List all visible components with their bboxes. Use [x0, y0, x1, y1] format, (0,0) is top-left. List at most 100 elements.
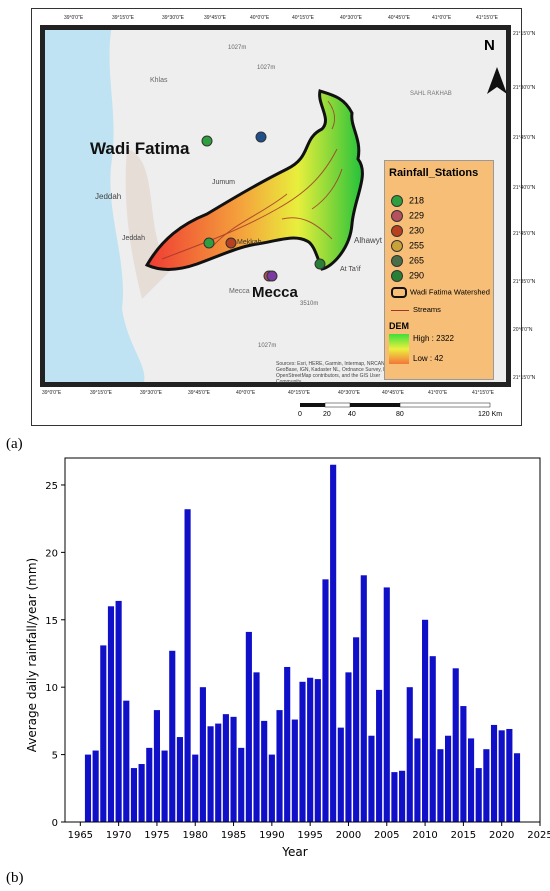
streams: [161, 100, 343, 260]
bar-2008: [406, 687, 413, 822]
bar-1973: [138, 764, 145, 822]
legend-streams: Streams: [391, 305, 441, 314]
bottom-tick: 40°45'0"E: [382, 390, 404, 396]
legend-station-218: 218: [391, 195, 424, 207]
legend-station-255: 255: [391, 240, 424, 252]
north-arrow-icon: [487, 67, 507, 94]
x-tick-label: 2015: [451, 830, 476, 841]
bar-1976: [161, 750, 168, 822]
bar-1970: [115, 600, 122, 822]
y-tick-label: 15: [45, 616, 58, 627]
x-tick-label: 1975: [144, 830, 169, 841]
bottom-tick: 39°45'0"E: [188, 390, 210, 396]
watershed-swatch-icon: [391, 287, 407, 298]
bar-2007: [399, 770, 406, 822]
bar-1997: [322, 579, 329, 822]
x-tick-label: 2025: [527, 830, 550, 841]
panel-b-label: (b): [6, 870, 24, 886]
scale-bar: [300, 402, 491, 408]
legend-station-290: 290: [391, 270, 424, 282]
legend-dem-title: DEM: [389, 321, 409, 331]
right-tick: 21°30'0"N: [513, 85, 536, 91]
bar-1981: [199, 687, 206, 822]
place-khlas: Khlas: [150, 77, 168, 84]
station-dot-icon: [391, 225, 403, 237]
top-tick: 39°45'0"E: [204, 15, 226, 21]
bar-1996: [314, 679, 321, 822]
y-axis-label: Average daily rainfall/year (mm): [25, 558, 39, 753]
bar-2013: [445, 735, 452, 822]
axes-group: 1965 1970 1975 1980 1985 1990 1995 2000 2005 2010…: [45, 457, 550, 841]
bar-1975: [153, 710, 160, 822]
top-tick: 39°15'0"E: [112, 15, 134, 21]
x-tick-label: 1985: [221, 830, 246, 841]
bar-1977: [169, 650, 176, 822]
place-sahl-rakhab: SAHL RAKHAB: [410, 91, 452, 97]
scale-label: 40: [348, 411, 356, 418]
bar-2016: [467, 738, 475, 822]
bar-2011: [429, 656, 436, 822]
plot-frame: [64, 457, 541, 823]
mecca-title: Mecca: [252, 284, 298, 301]
station-218: [201, 135, 213, 147]
stream-line-icon: [391, 309, 409, 311]
bottom-tick: 40°0'0"E: [236, 390, 256, 396]
bar-1987: [245, 631, 252, 822]
bar-1998: [330, 464, 337, 822]
bar-2012: [437, 749, 444, 822]
bar-1984: [222, 714, 229, 822]
bar-2001: [353, 637, 360, 822]
bar-2015: [460, 706, 467, 822]
bar-1979: [184, 509, 191, 822]
red-sea: [40, 25, 145, 387]
bar-2005: [383, 587, 390, 822]
elev-2: 1027m: [257, 65, 276, 71]
scale-label: 0: [298, 411, 302, 418]
right-tick: 21°45'0"N: [513, 135, 536, 141]
bar-2018: [483, 749, 490, 822]
station-melo: [255, 131, 267, 143]
x-tick-label: 1995: [297, 830, 322, 841]
bar-1993: [291, 719, 298, 822]
top-tick: 41°0'0"E: [432, 15, 452, 21]
right-coord-ticks: 21°15'0"N 21°30'0"N 21°45'0"N 21°40'0"N …: [513, 9, 550, 425]
y-tick-label: 20: [45, 548, 58, 559]
station-dot-icon: [391, 255, 403, 267]
right-tick: 21°45'0"N: [513, 231, 536, 237]
station-dot-icon: [391, 210, 403, 222]
bar-1986: [238, 747, 245, 822]
top-coord-ticks: 39°0'0"E 39°15'0"E 39°30'0"E 39°45'0"E 4…: [32, 15, 521, 23]
place-jumum: Jumum: [212, 179, 235, 186]
place-mecca-small: Mecca: [229, 288, 250, 295]
station-mecca-b: [266, 270, 278, 282]
bar-1994: [299, 681, 306, 822]
attribution: Sources: Esri, HERE, Garmin, Intermap, N…: [276, 361, 406, 383]
legend-dem-high: High : 2322: [413, 334, 454, 343]
station-dot-icon: [391, 240, 403, 252]
top-tick: 39°0'0"E: [64, 15, 84, 21]
top-tick: 41°15'0"E: [476, 15, 498, 21]
legend-title: Rainfall_Stations: [389, 167, 479, 179]
right-tick: 21°15'0"N: [513, 31, 536, 37]
bar-2017: [475, 768, 482, 822]
legend-station-label: 265: [409, 255, 425, 266]
top-tick: 40°15'0"E: [292, 15, 314, 21]
bar-1992: [284, 666, 291, 822]
x-tick-label: 2005: [374, 830, 399, 841]
legend-station-label: 230: [409, 225, 425, 236]
bottom-tick: 39°30'0"E: [140, 390, 162, 396]
scale-labels: 0 20 40 80 120 Km: [32, 411, 521, 421]
bar-2020: [498, 730, 505, 822]
dem-ramp: [389, 334, 409, 364]
bottom-tick: 41°0'0"E: [428, 390, 448, 396]
y-tick-label: 5: [52, 751, 58, 762]
scale-label: 120 Km: [478, 411, 503, 418]
bar-1969: [107, 606, 115, 822]
watershed: [144, 89, 364, 271]
scale-label: 80: [396, 411, 404, 418]
legend-station-label: 218: [409, 195, 425, 206]
place-taif: At Ta'if: [340, 266, 361, 273]
bar-1983: [215, 723, 222, 822]
legend-streams-label: Streams: [413, 305, 441, 314]
map-legend: Rainfall_Stations 218 229 230 255 265 29…: [384, 160, 494, 380]
